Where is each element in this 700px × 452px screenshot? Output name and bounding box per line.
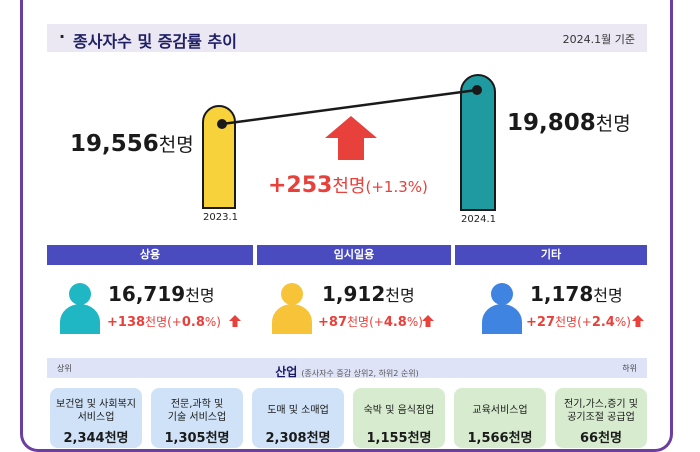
total-prev-value: 19,556천명: [70, 131, 194, 157]
industry-card: 숙박 및 음식점업 1,155천명: [353, 388, 445, 448]
other-change: +27천명(+2.4%): [526, 315, 631, 330]
trend-point-2024: [472, 85, 482, 95]
industry-card: 보건업 및 사회복지 서비스업 2,344천명: [50, 388, 142, 448]
total-curr-value: 19,808천명: [507, 110, 631, 136]
regular-change: +138천명(+0.8%): [107, 315, 221, 330]
increase-arrow-icon: [325, 116, 377, 160]
industry-header: 상위 산업 (종사자수 증감 상위2, 하위2 순위) 하위: [47, 358, 647, 379]
year-label-2024: 2024.1: [461, 214, 496, 225]
category-header-temporary: 임시일용: [257, 245, 451, 265]
temporary-change: +87천명(+4.8%): [318, 315, 423, 330]
regular-value: 16,719천명: [108, 282, 215, 306]
bottom-rank-label: 하위: [622, 364, 637, 373]
title-bullet: ·: [59, 27, 66, 46]
other-value: 1,178천명: [530, 282, 623, 306]
section-title-bar: · 종사자수 및 증감률 추이 2024.1월 기준: [47, 24, 647, 52]
person-yellow-icon: [272, 283, 312, 334]
trend-point-2023: [217, 119, 227, 129]
year-label-2023: 2023.1: [203, 212, 238, 223]
page-title: 종사자수 및 증감률 추이: [73, 32, 237, 51]
pillar-2023: [202, 105, 236, 209]
other-up-arrow-icon: [632, 315, 644, 327]
total-change: +253천명(+1.3%): [268, 173, 428, 198]
industry-title: 산업: [275, 365, 298, 379]
regular-up-arrow-icon: [229, 315, 241, 327]
category-header-regular: 상용: [47, 245, 253, 265]
top-rank-label: 상위: [57, 364, 72, 373]
industry-card: 교육서비스업 1,566천명: [454, 388, 546, 448]
pillar-2024: [460, 74, 496, 211]
trend-line: [221, 88, 478, 126]
industry-subtitle: (종사자수 증감 상위2, 하위2 순위): [301, 369, 419, 378]
person-blue-icon: [482, 283, 522, 334]
reference-date: 2024.1월 기준: [562, 33, 635, 46]
total-comparison-graphic: [202, 74, 496, 211]
temporary-value: 1,912천명: [322, 282, 415, 306]
person-teal-icon: [60, 283, 100, 334]
industry-card: 전기,가스,증기 및 공기조절 공급업 66천명: [555, 388, 647, 448]
temporary-up-arrow-icon: [422, 315, 434, 327]
industry-card: 전문,과학 및 기술 서비스업 1,305천명: [151, 388, 243, 448]
industry-card: 도매 및 소매업 2,308천명: [252, 388, 344, 448]
category-header-other: 기타: [455, 245, 647, 265]
